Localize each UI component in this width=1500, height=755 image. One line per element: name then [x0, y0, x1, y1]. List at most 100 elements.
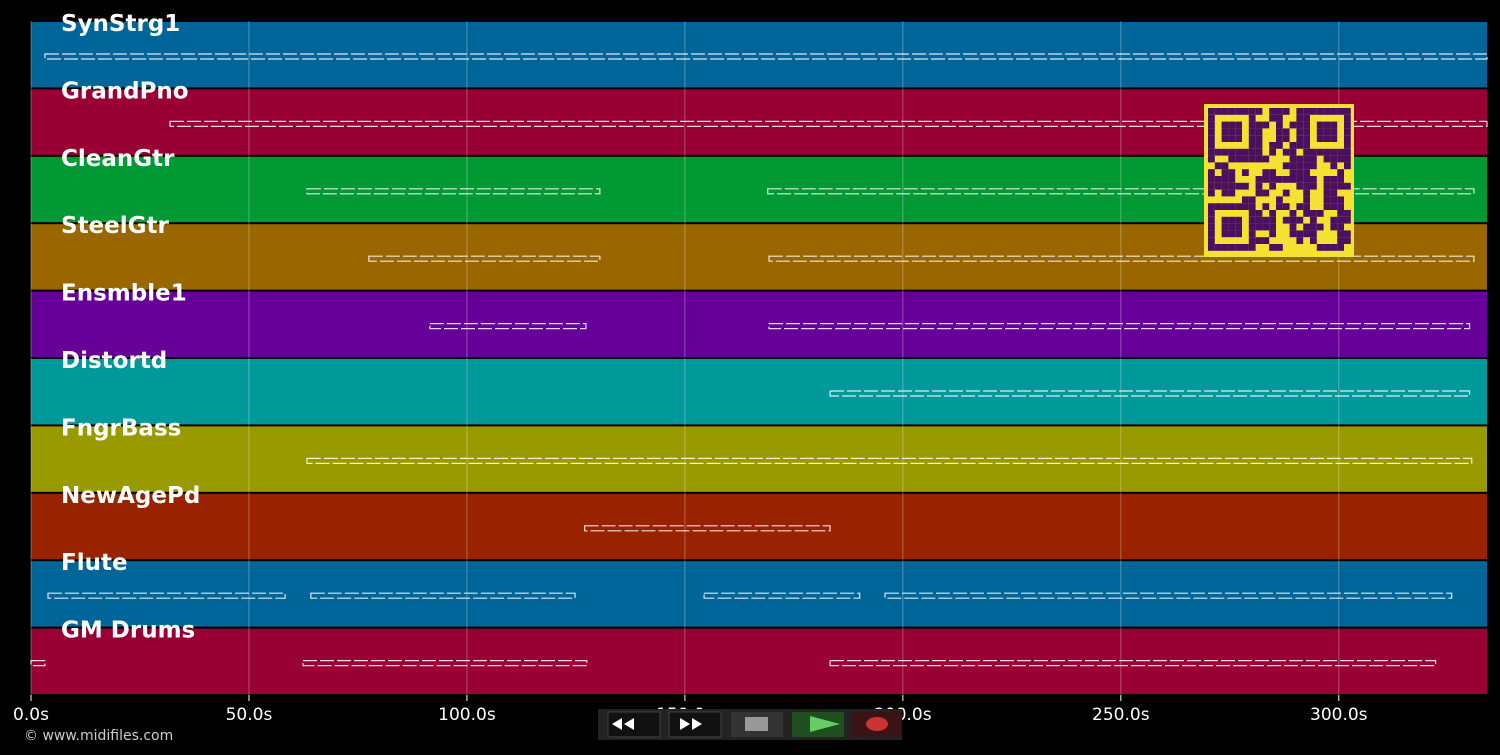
qr-cell — [1255, 223, 1263, 231]
qr-cell — [1282, 128, 1290, 136]
qr-cell — [1214, 182, 1222, 190]
qr-cell — [1316, 135, 1324, 142]
qr-cell — [1269, 176, 1276, 183]
qr-cell — [1323, 108, 1331, 115]
qr-cell — [1255, 210, 1263, 217]
qr-cell — [1337, 244, 1344, 251]
track-row — [31, 561, 1487, 627]
x-tick-label: 250.0s — [1092, 705, 1150, 725]
track-name: SteelGtr — [61, 213, 170, 239]
forward-button[interactable] — [668, 711, 722, 738]
qr-cell — [1316, 148, 1324, 156]
qr-cell — [1337, 223, 1344, 231]
qr-cell — [1248, 203, 1256, 210]
qr-cell — [1323, 176, 1331, 183]
qr-cell — [1303, 162, 1310, 170]
qr-cell — [1303, 223, 1310, 231]
note-span — [310, 592, 576, 599]
qr-cell — [1289, 169, 1297, 176]
note-span — [768, 255, 1475, 262]
qr-cell — [1276, 142, 1283, 149]
qr-cell — [1221, 182, 1229, 190]
qr-cell — [1276, 244, 1283, 251]
qr-cell — [1248, 155, 1256, 163]
qr-cell — [1242, 244, 1249, 251]
qr-cell — [1337, 216, 1344, 224]
qr-cell — [1262, 216, 1270, 224]
qr-cell — [1303, 176, 1310, 183]
note-span — [767, 188, 1475, 195]
track-name: FngrBass — [61, 415, 181, 441]
qr-cell — [1208, 155, 1215, 163]
qr-cell — [1330, 135, 1338, 142]
qr-cell — [1242, 169, 1249, 176]
qr-cell — [1330, 128, 1338, 136]
qr-cell — [1235, 108, 1242, 115]
qr-cell — [1214, 162, 1222, 170]
qr-cell — [1303, 196, 1310, 204]
qr-cell — [1228, 203, 1236, 210]
qr-cell — [1337, 210, 1344, 217]
qr-cell — [1228, 155, 1236, 163]
qr-cell — [1303, 189, 1310, 197]
track-name: NewAgePd — [61, 483, 200, 509]
qr-cell — [1289, 216, 1297, 224]
qr-cell — [1330, 108, 1338, 115]
qr-cell — [1276, 196, 1283, 204]
qr-cell — [1248, 244, 1256, 251]
qr-cell — [1221, 169, 1229, 176]
qr-cell — [1235, 244, 1242, 251]
stop-button[interactable] — [731, 712, 783, 737]
qr-cell — [1330, 121, 1338, 129]
qr-cell — [1228, 182, 1236, 190]
qr-cell — [1323, 244, 1331, 251]
qr-cell — [1323, 155, 1331, 163]
qr-cell — [1330, 189, 1338, 197]
qr-cell — [1221, 230, 1229, 238]
qr-cell — [1255, 182, 1263, 190]
qr-cell — [1248, 121, 1256, 129]
rewind-button[interactable] — [607, 711, 661, 738]
qr-cell — [1289, 223, 1297, 231]
record-button[interactable] — [852, 712, 902, 737]
qr-cell — [1235, 135, 1242, 142]
qr-cell — [1276, 135, 1283, 142]
note-span — [703, 592, 861, 599]
qr-cell — [1310, 210, 1317, 217]
qr-cell — [1337, 108, 1344, 115]
qr-cell — [1235, 203, 1242, 210]
qr-cell — [1282, 108, 1290, 115]
qr-cell — [1235, 216, 1242, 224]
note-span — [584, 525, 831, 532]
qr-cell — [1296, 155, 1304, 163]
qr-cell — [1269, 210, 1276, 217]
qr-cell — [1208, 108, 1215, 115]
qr-cell — [1323, 148, 1331, 156]
qr-cell — [1289, 148, 1297, 156]
track-name: GM Drums — [61, 618, 195, 644]
qr-cell — [1310, 230, 1317, 238]
qr-cell — [1221, 148, 1229, 156]
note-span — [47, 592, 286, 599]
qr-cell — [1228, 176, 1236, 183]
play-button[interactable] — [792, 712, 844, 737]
qr-cell — [1208, 114, 1215, 122]
qr-cell — [1262, 169, 1270, 176]
note-span — [306, 457, 1473, 464]
qr-cell — [1235, 155, 1242, 163]
qr-cell — [1310, 223, 1317, 231]
qr-cell — [1303, 108, 1310, 115]
qr-cell — [1337, 230, 1344, 238]
qr-cell — [1282, 203, 1290, 210]
qr-cell — [1228, 169, 1236, 176]
qr-cell — [1282, 135, 1290, 142]
qr-cell — [1208, 148, 1215, 156]
qr-cell — [1242, 182, 1249, 190]
qr-cell — [1323, 128, 1331, 136]
qr-cell — [1248, 114, 1256, 122]
qr-cell — [1242, 196, 1249, 204]
qr-cell — [1235, 223, 1242, 231]
qr-cell — [1344, 148, 1351, 156]
qr-cell — [1296, 108, 1304, 115]
qr-cell — [1330, 148, 1338, 156]
